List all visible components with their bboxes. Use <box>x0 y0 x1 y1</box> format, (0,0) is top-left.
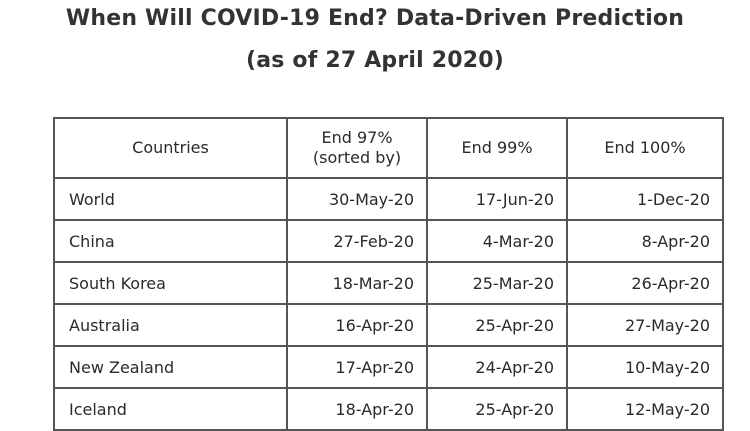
end-100-cell: 1-Dec-20 <box>566 177 724 221</box>
document-title: When Will COVID-19 End? Data-Driven Pred… <box>65 6 685 31</box>
header-end-99-label: End 99% <box>461 138 533 157</box>
table-row: Australia 16-Apr-20 25-Apr-20 27-May-20 <box>53 303 724 347</box>
header-end-97-label: End 97% <box>321 128 393 147</box>
table-row: China 27-Feb-20 4-Mar-20 8-Apr-20 <box>53 219 724 263</box>
table-header-row: Countries End 97% (sorted by) End 99% En… <box>53 117 724 179</box>
end-97-cell: 17-Apr-20 <box>286 345 428 389</box>
end-100-cell: 27-May-20 <box>566 303 724 347</box>
header-end-99: End 99% <box>426 117 568 179</box>
end-97-cell: 18-Mar-20 <box>286 261 428 305</box>
header-end-100-label: End 100% <box>604 138 686 157</box>
end-100-cell: 10-May-20 <box>566 345 724 389</box>
header-end-97: End 97% (sorted by) <box>286 117 428 179</box>
end-99-cell: 24-Apr-20 <box>426 345 568 389</box>
country-cell: Iceland <box>53 387 288 431</box>
header-countries: Countries <box>53 117 288 179</box>
header-end-100: End 100% <box>566 117 724 179</box>
end-100-cell: 12-May-20 <box>566 387 724 431</box>
end-99-cell: 4-Mar-20 <box>426 219 568 263</box>
end-100-cell: 26-Apr-20 <box>566 261 724 305</box>
end-99-cell: 25-Apr-20 <box>426 303 568 347</box>
country-cell: China <box>53 219 288 263</box>
table-row: Iceland 18-Apr-20 25-Apr-20 12-May-20 <box>53 387 724 431</box>
document-subtitle: (as of 27 April 2020) <box>245 48 505 73</box>
country-cell: Australia <box>53 303 288 347</box>
end-99-cell: 25-Mar-20 <box>426 261 568 305</box>
end-97-cell: 27-Feb-20 <box>286 219 428 263</box>
end-97-cell: 16-Apr-20 <box>286 303 428 347</box>
prediction-table-container: Countries End 97% (sorted by) End 99% En… <box>53 117 724 431</box>
table-row: New Zealand 17-Apr-20 24-Apr-20 10-May-2… <box>53 345 724 389</box>
country-cell: World <box>53 177 288 221</box>
country-cell: South Korea <box>53 261 288 305</box>
end-97-cell: 30-May-20 <box>286 177 428 221</box>
table-row: World 30-May-20 17-Jun-20 1-Dec-20 <box>53 177 724 221</box>
country-cell: New Zealand <box>53 345 288 389</box>
prediction-table: Countries End 97% (sorted by) End 99% En… <box>53 117 724 431</box>
header-countries-label: Countries <box>132 138 209 157</box>
end-99-cell: 25-Apr-20 <box>426 387 568 431</box>
table-row: South Korea 18-Mar-20 25-Mar-20 26-Apr-2… <box>53 261 724 305</box>
header-end-97-note: (sorted by) <box>312 148 402 167</box>
end-99-cell: 17-Jun-20 <box>426 177 568 221</box>
end-97-cell: 18-Apr-20 <box>286 387 428 431</box>
end-100-cell: 8-Apr-20 <box>566 219 724 263</box>
